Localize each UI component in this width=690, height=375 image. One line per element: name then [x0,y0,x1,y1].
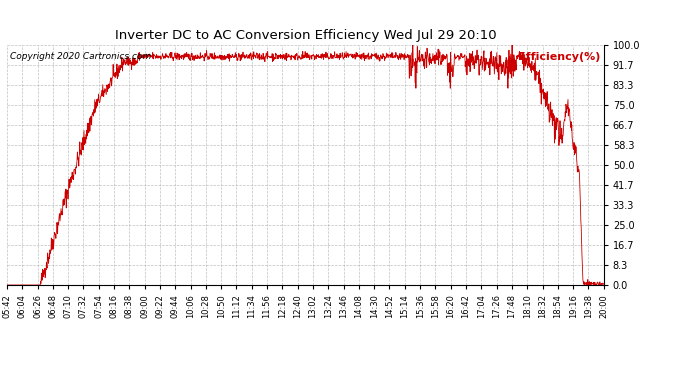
Text: Copyright 2020 Cartronics.com: Copyright 2020 Cartronics.com [10,52,151,61]
Text: Efficiency(%): Efficiency(%) [518,52,601,62]
Title: Inverter DC to AC Conversion Efficiency Wed Jul 29 20:10: Inverter DC to AC Conversion Efficiency … [115,30,496,42]
